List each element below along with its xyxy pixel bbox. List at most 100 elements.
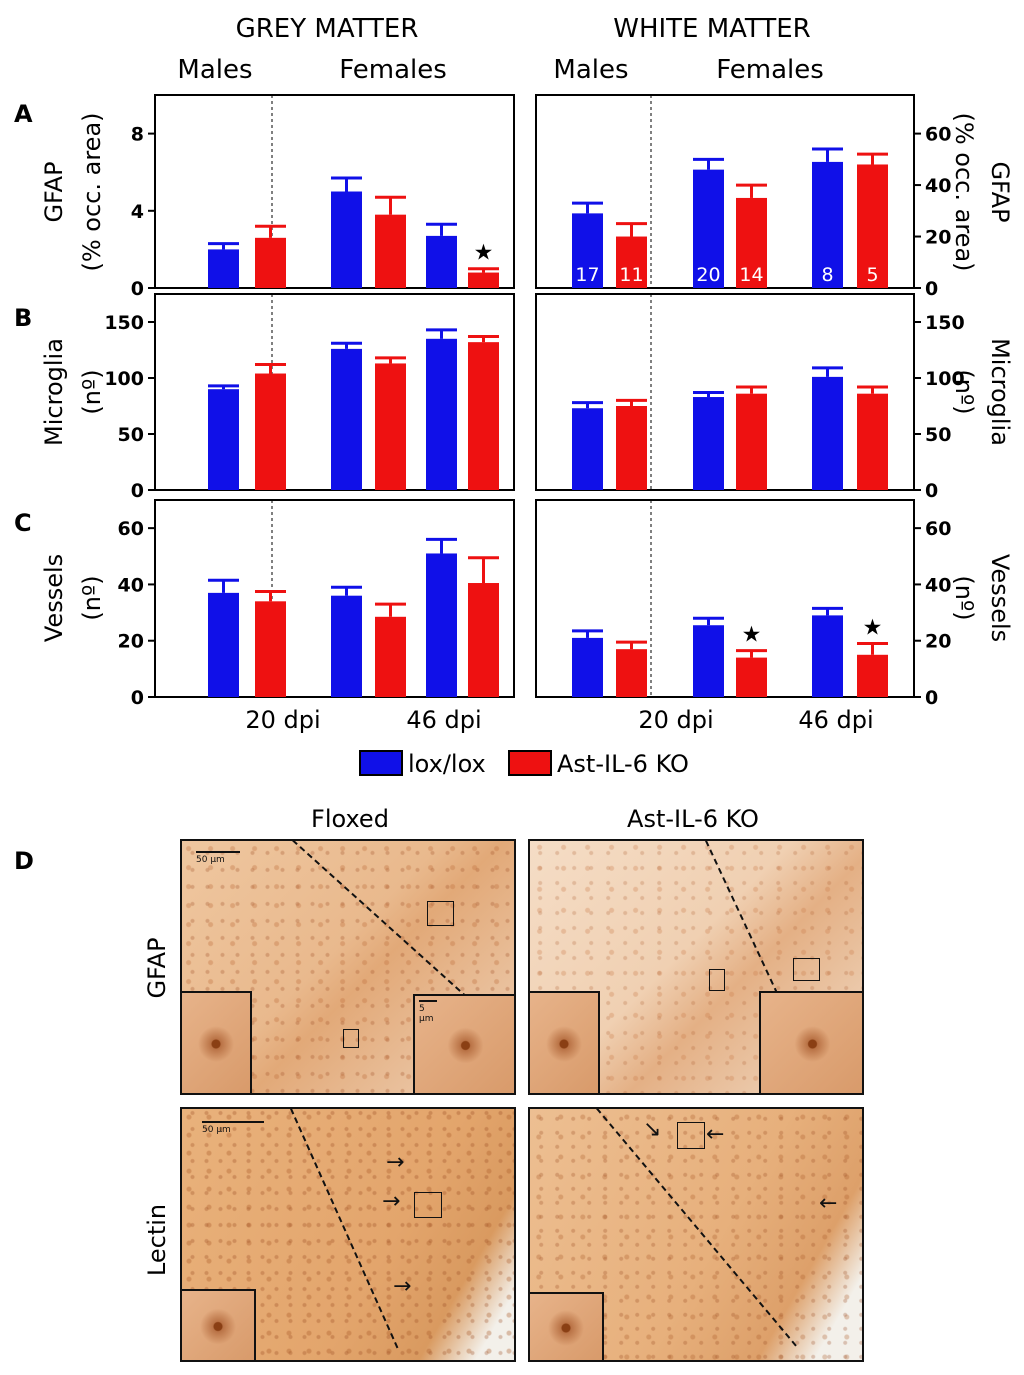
- chart-b-white-bar: [693, 397, 724, 490]
- chart-a-white-ytick-label: 40: [925, 175, 951, 197]
- chart-c-grey-ytick-label: 60: [118, 518, 144, 540]
- zoom-box: [793, 958, 820, 981]
- chart-c-white-significance-star-icon: ★: [742, 623, 762, 648]
- chart-c-white-bar: [736, 657, 767, 697]
- chart-a-grey-bar: [426, 235, 457, 288]
- chart-b-white-bar: [857, 393, 888, 490]
- arrow-down-right-icon: ↘: [643, 1117, 662, 1142]
- zoom-box: [414, 1192, 442, 1218]
- vessels-axis-unit-right: (nº): [950, 575, 978, 620]
- chart-a-grey-ytick-label: 8: [131, 124, 144, 146]
- chart-b-white-ytick-label: 50: [925, 424, 951, 446]
- chart-a-white-frame: [535, 94, 915, 289]
- chart-a-white-bar: [572, 213, 603, 288]
- zoom-box: [677, 1122, 705, 1149]
- inset-lectin: [182, 1289, 256, 1360]
- chart-b-white-ytick-label: 0: [925, 480, 938, 502]
- vessels-axis-title-right: Vessels: [986, 554, 1014, 642]
- grey-xtick-20dpi: 20 dpi: [245, 706, 320, 734]
- chart-c-grey-ytick-label: 0: [131, 687, 144, 709]
- vessels-axis-title-left: Vessels: [40, 554, 68, 642]
- chart-c-white-bar: [693, 625, 724, 697]
- microglia-axis-title-right: Microglia: [986, 338, 1014, 446]
- chart-a-white-n-label: 8: [821, 264, 833, 286]
- chart-b-white-bar: [812, 376, 843, 490]
- chart-a-grey-bar: [331, 191, 362, 288]
- panel-label-a: A: [14, 100, 33, 128]
- chart-c-white-ytick-label: 0: [925, 687, 938, 709]
- grey-matter-header: GREY MATTER: [236, 14, 419, 44]
- ko-column-label: Ast-IL-6 KO: [627, 805, 759, 833]
- chart-b-white-bar: [616, 406, 647, 490]
- inset-lectin: [530, 1292, 604, 1360]
- white-matter-header: WHITE MATTER: [613, 14, 811, 44]
- chart-b-grey-bar: [255, 373, 286, 490]
- chart-b-grey-ytick-label: 100: [104, 368, 144, 390]
- chart-c-white-ytick-label: 60: [925, 518, 951, 540]
- chart-b-grey-bar: [208, 389, 239, 490]
- legend-label-ko: Ast-IL-6 KO: [557, 750, 689, 778]
- chart-a-white-n-label: 17: [575, 264, 599, 286]
- chart-b-white-ytick-label: 100: [925, 368, 965, 390]
- scale-bar-50um: 50 µm: [196, 851, 240, 865]
- chart-c-white-bar: [857, 654, 888, 697]
- chart-b-grey-ytick-label: 150: [104, 312, 144, 334]
- chart-a-white-n-label: 20: [696, 264, 720, 286]
- chart-a-grey-ytick-label: 4: [131, 201, 144, 223]
- inset-grey-matter: [182, 991, 252, 1093]
- zoom-box: [427, 901, 454, 926]
- chart-a-white-n-label: 14: [739, 264, 763, 286]
- micrograph-gfap-floxed: 50 µm 5 µm: [180, 839, 516, 1095]
- scale-bar-5um: 5 µm: [419, 1000, 437, 1024]
- microglia-axis-title-left: Microglia: [40, 338, 68, 446]
- chart-b-white-bar: [572, 408, 603, 490]
- scale-bar-50um: 50 µm: [202, 1121, 264, 1135]
- chart-a-white-bar: [616, 236, 647, 288]
- inset-grey-matter: [530, 991, 600, 1093]
- chart-b-grey-ytick-label: 50: [118, 424, 144, 446]
- chart-c-white-bar: [812, 615, 843, 697]
- chart-b-grey-ytick-label: 0: [131, 480, 144, 502]
- legend-label-lox: lox/lox: [408, 750, 486, 778]
- white-xtick-20dpi: 20 dpi: [638, 706, 713, 734]
- chart-a-white-bar: [693, 169, 724, 288]
- arrow-right-icon: →: [382, 1189, 401, 1214]
- chart-b-white-bar: [736, 393, 767, 490]
- zoom-box: [709, 969, 725, 991]
- chart-b-white-ytick-label: 150: [925, 312, 965, 334]
- chart-c-grey-bar: [375, 616, 406, 697]
- gfap-axis-unit-right: (% occ. area): [950, 112, 978, 271]
- legend-swatch-ko: [508, 750, 552, 776]
- gfap-axis-unit-left: (% occ. area): [78, 112, 106, 271]
- white-females-label: Females: [716, 55, 824, 85]
- chart-a-grey-significance-star-icon: ★: [474, 241, 494, 266]
- gfap-axis-title-left: GFAP: [40, 161, 68, 222]
- grey-males-label: Males: [177, 55, 252, 85]
- microglia-axis-unit-right: (nº): [950, 369, 978, 414]
- legend-swatch-lox: [359, 750, 403, 776]
- white-males-label: Males: [553, 55, 628, 85]
- scale-bar-label: 50 µm: [196, 855, 225, 865]
- chart-a-white-bar: [812, 161, 843, 288]
- chart-a-white-ytick-label: 60: [925, 124, 951, 146]
- arrow-left-icon: ←: [706, 1122, 725, 1147]
- grey-xtick-46dpi: 46 dpi: [406, 706, 481, 734]
- inset-white-matter: [759, 991, 862, 1093]
- chart-c-grey-ytick-label: 20: [118, 631, 144, 653]
- chart-a-white-ytick-label: 20: [925, 227, 951, 249]
- chart-a-white-ytick-label: 0: [925, 278, 938, 300]
- panel-label-c: C: [14, 509, 32, 537]
- chart-a-white-bar: [857, 164, 888, 288]
- chart-b-white-frame: [535, 293, 915, 491]
- grey-females-label: Females: [339, 55, 447, 85]
- chart-c-grey-bar: [468, 583, 499, 697]
- chart-a-grey-ytick-label: 0: [131, 278, 144, 300]
- chart-c-grey-bar: [208, 592, 239, 697]
- microglia-axis-unit-left: (nº): [78, 369, 106, 414]
- chart-c-grey-bar: [255, 601, 286, 697]
- lectin-row-label: Lectin: [143, 1204, 171, 1276]
- chart-a-grey-bar: [255, 237, 286, 288]
- chart-a-grey-bar: [375, 214, 406, 288]
- chart-c-white-frame: [535, 499, 915, 698]
- chart-c-white-bar: [572, 637, 603, 697]
